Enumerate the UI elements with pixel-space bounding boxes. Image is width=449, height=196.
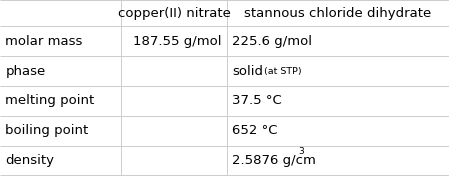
Text: 37.5 °C: 37.5 °C (232, 94, 282, 107)
Text: 225.6 g/mol: 225.6 g/mol (232, 35, 312, 48)
Text: solid: solid (232, 65, 263, 78)
Text: boiling point: boiling point (5, 124, 88, 137)
Text: copper(II) nitrate: copper(II) nitrate (118, 7, 230, 20)
Text: melting point: melting point (5, 94, 95, 107)
Text: 3: 3 (299, 147, 304, 156)
Text: stannous chloride dihydrate: stannous chloride dihydrate (244, 7, 431, 20)
Text: 652 °C: 652 °C (232, 124, 277, 137)
Text: molar mass: molar mass (5, 35, 83, 48)
Text: density: density (5, 154, 54, 167)
Text: phase: phase (5, 65, 46, 78)
Text: 187.55 g/mol: 187.55 g/mol (133, 35, 221, 48)
Text: 2.5876 g/cm: 2.5876 g/cm (232, 154, 316, 167)
Text: (at STP): (at STP) (258, 67, 302, 76)
